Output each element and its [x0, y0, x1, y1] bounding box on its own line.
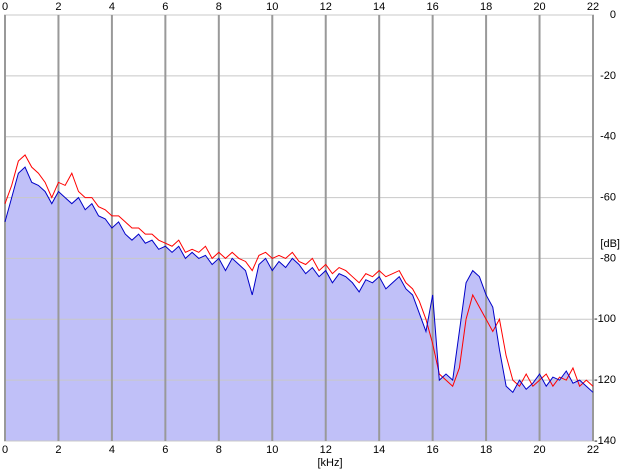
- x-tick-label: 18: [480, 444, 492, 456]
- y-axis-label: [dB]: [600, 238, 620, 250]
- x-tick-label: 10: [266, 444, 278, 456]
- x-tick-label: 20: [533, 1, 545, 13]
- x-tick-label: 2: [55, 1, 61, 13]
- x-tick-label: 4: [109, 444, 115, 456]
- x-axis-label: [kHz]: [317, 457, 342, 469]
- y-tick-label: -100: [594, 313, 616, 325]
- spectrum-area: [5, 167, 593, 441]
- x-tick-label: 8: [216, 444, 222, 456]
- y-tick-label: -140: [594, 435, 616, 447]
- x-tick-label: 10: [266, 1, 278, 13]
- x-tick-label: 16: [427, 1, 439, 13]
- x-tick-label: 6: [162, 1, 168, 13]
- x-tick-label: 14: [373, 444, 385, 456]
- x-tick-label: 12: [320, 1, 332, 13]
- y-tick-label: -20: [600, 70, 616, 82]
- x-tick-label: 22: [587, 1, 599, 13]
- spectrum-line: [4, 166, 594, 394]
- y-tick-label: -80: [600, 252, 616, 264]
- y-tick-label: 0: [610, 9, 616, 21]
- x-tick-label: 16: [427, 444, 439, 456]
- x-tick-label: 14: [373, 1, 385, 13]
- x-tick-label: 12: [320, 444, 332, 456]
- y-tick-label: -60: [600, 191, 616, 203]
- x-tick-label: 4: [109, 1, 115, 13]
- y-tick-label: -40: [600, 131, 616, 143]
- spectrum-line: [4, 154, 594, 388]
- x-tick-label: 2: [55, 444, 61, 456]
- x-tick-label: 22: [587, 444, 599, 456]
- x-tick-label: 8: [216, 1, 222, 13]
- x-tick-label: 0: [2, 444, 8, 456]
- x-tick-label: 20: [533, 444, 545, 456]
- y-tick-label: -120: [594, 374, 616, 386]
- x-tick-label: 0: [2, 1, 8, 13]
- x-tick-label: 18: [480, 1, 492, 13]
- x-tick-label: 6: [162, 444, 168, 456]
